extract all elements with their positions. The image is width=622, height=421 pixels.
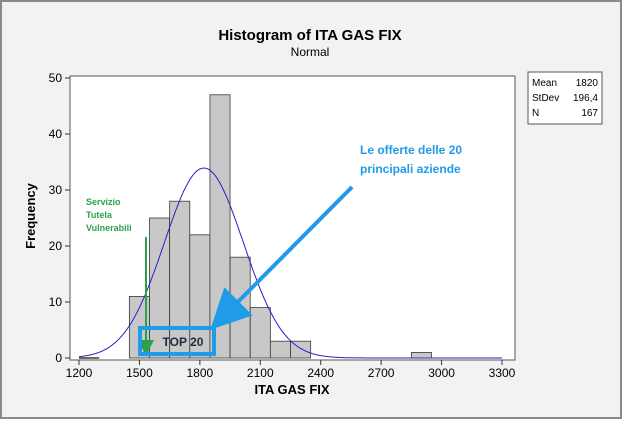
chart-subtitle: Normal xyxy=(291,45,330,59)
x-tick-label: 2400 xyxy=(307,366,334,380)
y-tick-label: 20 xyxy=(49,239,63,253)
histogram-bar xyxy=(269,340,291,359)
y-tick-label: 40 xyxy=(49,127,63,141)
x-tick-label: 2700 xyxy=(368,366,395,380)
normal-fit-curve xyxy=(78,167,502,359)
x-tick-label: 1800 xyxy=(187,366,214,380)
y-tick-label: 0 xyxy=(55,351,62,365)
x-tick-label: 2100 xyxy=(247,366,274,380)
annotation-servizio-line1: Servizio xyxy=(86,197,121,207)
annotation-servizio-line3: Vulnerabili xyxy=(86,223,132,233)
top20-highlight-box xyxy=(138,326,216,356)
y-axis-label: Frequency xyxy=(23,182,38,249)
legend-label-stdev: StDev xyxy=(532,93,559,104)
x-tick-label: 1200 xyxy=(66,366,93,380)
y-tick-label: 10 xyxy=(49,295,63,309)
y-tick-label: 50 xyxy=(49,71,63,85)
annotation-top20-line2: principali aziende xyxy=(360,162,461,176)
annotations: Le offerte delle 20 principali aziende S… xyxy=(86,143,462,356)
y-tick-label: 30 xyxy=(49,183,63,197)
legend-value-stdev: 196,4 xyxy=(573,93,598,104)
legend-value-n: 167 xyxy=(581,108,598,119)
top20-box-label: TOP 20 xyxy=(163,335,204,349)
x-axis-label: ITA GAS FIX xyxy=(254,382,329,397)
legend-label-mean: Mean xyxy=(532,78,557,89)
annotation-blue-arrow xyxy=(210,185,354,330)
x-tick-label: 3300 xyxy=(489,366,516,380)
x-tick-label: 3000 xyxy=(428,366,455,380)
annotation-top20-line1: Le offerte delle 20 xyxy=(360,143,462,157)
x-tick-label: 1500 xyxy=(126,366,153,380)
annotation-servizio-line2: Tutela xyxy=(86,210,113,220)
histogram-bar xyxy=(410,351,432,359)
chart-title: Histogram of ITA GAS FIX xyxy=(218,27,401,44)
histogram-bars xyxy=(79,94,432,359)
x-axis: 1200 1500 1800 2100 2400 2700 3000 3300 xyxy=(66,360,516,380)
legend-box: Mean 1820 StDev 196,4 N 167 xyxy=(527,71,603,125)
legend-value-mean: 1820 xyxy=(576,78,599,89)
histogram-bar xyxy=(249,307,271,359)
legend-frame xyxy=(527,71,603,125)
normal-curve-layer xyxy=(78,167,502,359)
legend-label-n: N xyxy=(532,108,539,119)
y-axis: 0 10 20 30 40 50 xyxy=(49,71,70,365)
